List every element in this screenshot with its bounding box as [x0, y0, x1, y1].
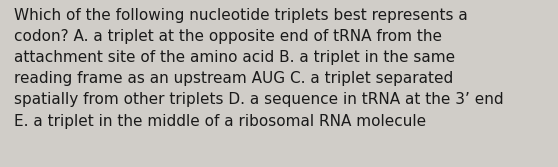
- Text: Which of the following nucleotide triplets best represents a
codon? A. a triplet: Which of the following nucleotide triple…: [14, 8, 503, 129]
